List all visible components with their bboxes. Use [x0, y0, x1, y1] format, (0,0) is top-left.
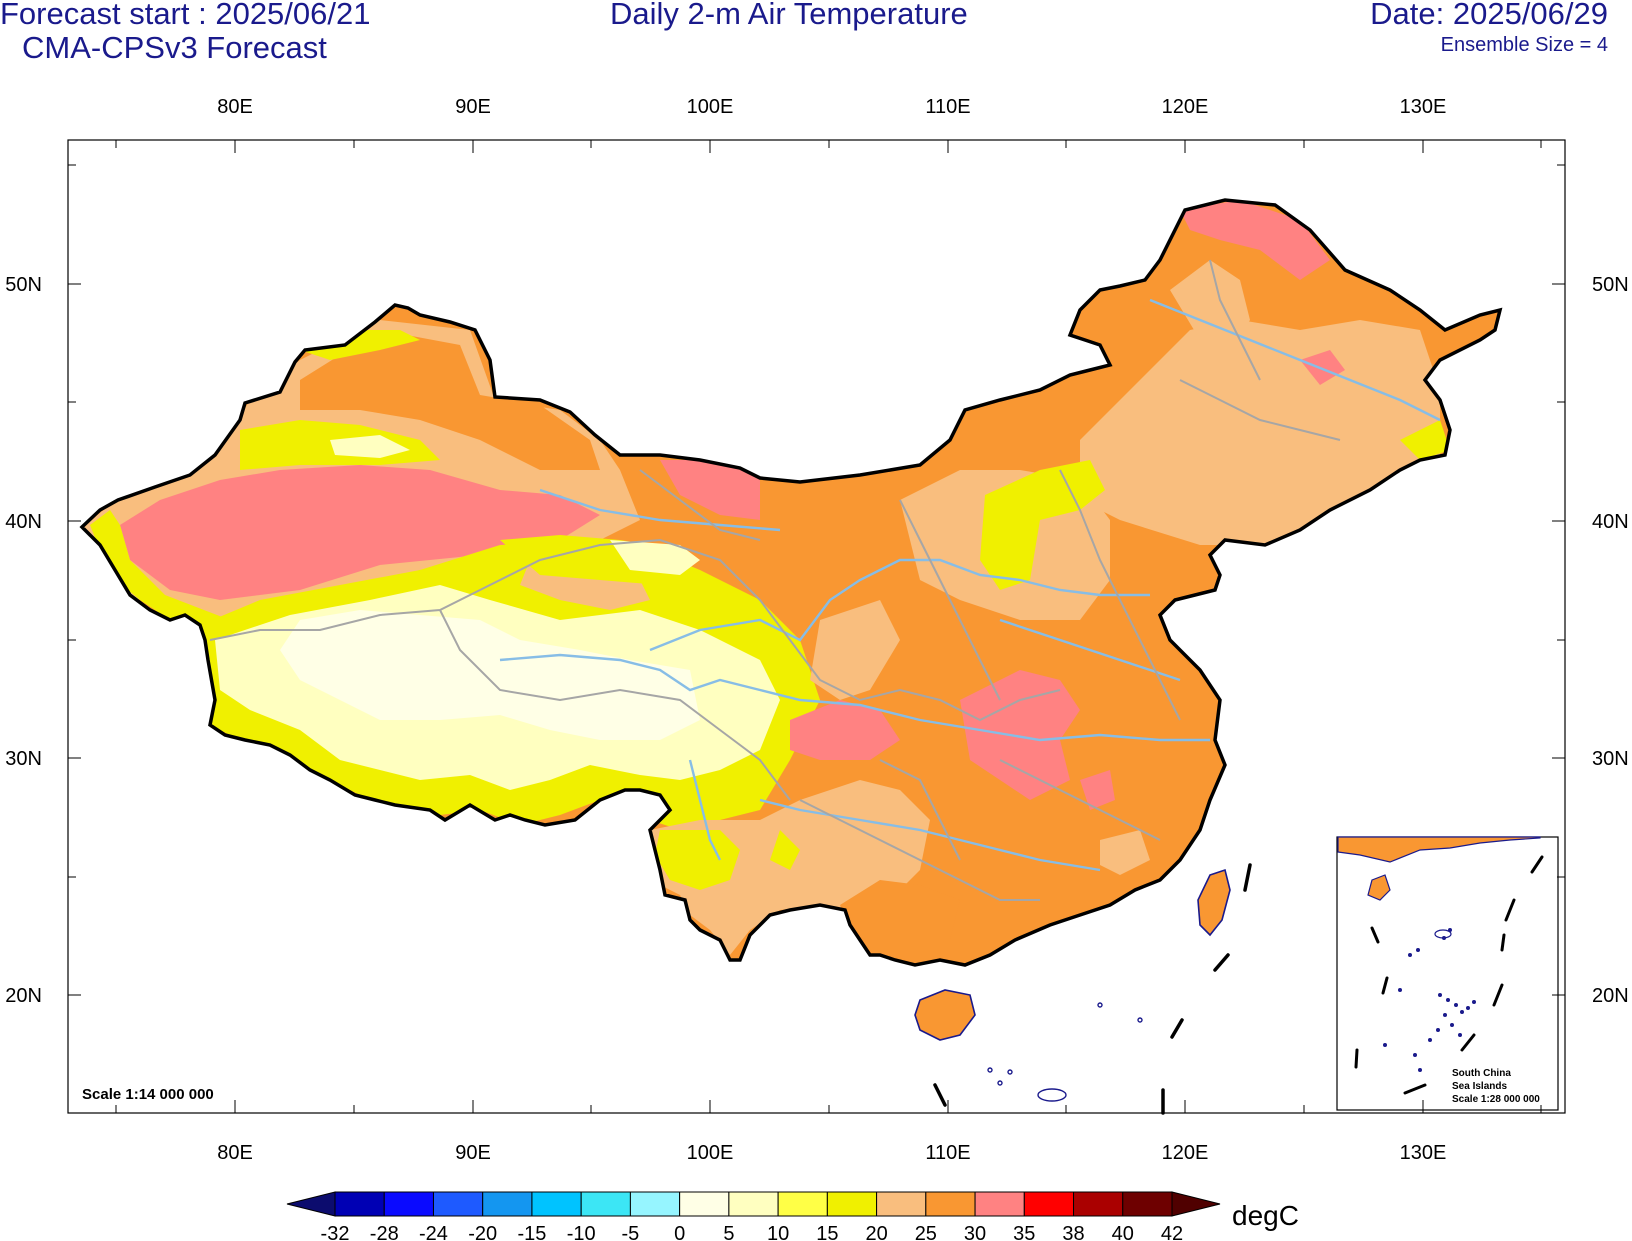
inset-title-line2: Sea Islands — [1452, 1081, 1507, 1092]
axis-ticks — [68, 140, 1565, 1113]
lon-label-bottom: 90E — [455, 1142, 491, 1164]
colorbar-extend-high — [1171, 1191, 1221, 1217]
inset-title-line1: South China — [1452, 1068, 1511, 1079]
lat-labels-left: 50N 40N 30N 20N — [5, 274, 42, 1007]
taiwan-island — [1197, 868, 1231, 937]
model-label: CMA-CPSv3 Forecast — [22, 30, 327, 65]
colorbar-swatch — [826, 1191, 878, 1217]
colorbar-swatch — [432, 1191, 484, 1217]
colorbar-swatch — [1122, 1191, 1173, 1217]
lat-label-left: 20N — [5, 985, 42, 1007]
colorbar-label: -20 — [468, 1223, 497, 1241]
colorbar-swatch — [876, 1191, 927, 1217]
colorbar-label: -10 — [567, 1223, 596, 1241]
colorbar-label: -5 — [622, 1223, 640, 1241]
lon-label-top: 110E — [925, 96, 970, 118]
lon-label-bottom: 100E — [687, 1142, 734, 1164]
colorbar: -32 -28 -24 -20 -15 -10 -5 0 5 10 15 20 25 30 35 38 40 42 — [286, 1191, 1221, 1241]
colorbar-extend-low — [286, 1191, 336, 1217]
forecast-start-label: Forecast start : 2025/06/21 — [0, 0, 371, 31]
lon-label-top: 130E — [1400, 96, 1447, 118]
colorbar-swatch — [580, 1191, 631, 1217]
colorbar-label: 35 — [1013, 1223, 1035, 1241]
colorbar-label: 0 — [674, 1223, 685, 1241]
lat-label-left: 30N — [5, 748, 42, 770]
lat-label-left: 40N — [5, 511, 42, 533]
colorbar-swatch — [777, 1191, 828, 1217]
colorbar-label: -32 — [321, 1223, 350, 1241]
colorbar-swatch — [531, 1191, 582, 1217]
colorbar-swatch — [1023, 1191, 1075, 1217]
colorbar-label: 10 — [767, 1223, 789, 1241]
colorbar-label: 20 — [865, 1223, 887, 1241]
colorbar-swatch — [482, 1191, 533, 1217]
south-china-sea-inset: South China Sea Islands Scale 1:28 000 0… — [1336, 836, 1559, 1111]
lon-labels-bottom: 80E 90E 100E 110E 120E 130E — [217, 1142, 1446, 1164]
colorbar-swatch — [974, 1191, 1025, 1217]
lat-labels-right: 50N 40N 30N 20N — [1592, 274, 1629, 1007]
rivers-layer — [499, 298, 1441, 872]
inset-scale-label: Scale 1:28 000 000 — [1452, 1094, 1540, 1105]
lat-label-right: 30N — [1592, 748, 1629, 770]
lon-label-bottom: 120E — [1162, 1142, 1209, 1164]
colorbar-swatch — [1073, 1191, 1124, 1217]
colorbar-label: 5 — [723, 1223, 734, 1241]
colorbar-label: 42 — [1161, 1223, 1183, 1241]
lat-label-left: 50N — [5, 274, 42, 296]
lon-label-top: 100E — [687, 96, 734, 118]
colorbar-label: 40 — [1112, 1223, 1134, 1241]
lon-label-top: 80E — [217, 96, 253, 118]
colorbar-label: 38 — [1062, 1223, 1084, 1241]
colorbar-swatch — [629, 1191, 681, 1217]
map-scale-label: Scale 1:14 000 000 — [82, 1086, 214, 1103]
colorbar-swatch — [383, 1191, 434, 1217]
lon-labels-top: 80E 90E 100E 110E 120E 130E — [217, 96, 1446, 118]
map-title: Daily 2-m Air Temperature — [610, 0, 968, 31]
lat-label-right: 20N — [1592, 985, 1629, 1007]
province-boundaries — [209, 259, 1341, 901]
colorbar-label: -24 — [419, 1223, 448, 1241]
hainan-island — [914, 989, 976, 1041]
colorbar-label: 15 — [816, 1223, 838, 1241]
colorbar-swatch — [679, 1191, 730, 1217]
colorbar-label: -15 — [517, 1223, 546, 1241]
colorbar-label: 30 — [964, 1223, 986, 1241]
valid-date-label: Date: 2025/06/29 — [1370, 0, 1608, 31]
colorbar-swatch — [334, 1191, 385, 1217]
lat-label-right: 50N — [1592, 274, 1629, 296]
lat-label-right: 40N — [1592, 511, 1629, 533]
colorbar-swatch — [925, 1191, 976, 1217]
colorbar-swatch — [728, 1191, 779, 1217]
lon-label-bottom: 80E — [217, 1142, 253, 1164]
lon-label-bottom: 110E — [925, 1142, 970, 1164]
islands-markers — [987, 1002, 1143, 1102]
lon-label-top: 90E — [455, 96, 491, 118]
ensemble-size-label: Ensemble Size = 4 — [1440, 34, 1608, 56]
colorbar-label: -28 — [370, 1223, 399, 1241]
colorbar-unit: degC — [1232, 1200, 1299, 1231]
lon-label-bottom: 130E — [1400, 1142, 1447, 1164]
dash-line — [933, 863, 1252, 1115]
colorbar-label: 25 — [915, 1223, 937, 1241]
lon-label-top: 120E — [1162, 96, 1209, 118]
